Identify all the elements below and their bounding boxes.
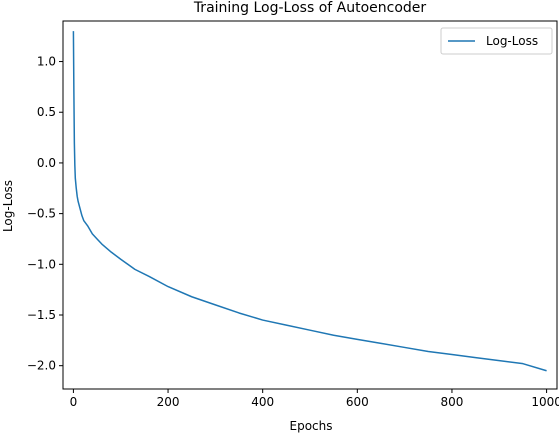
x-axis-label: Epochs [290, 419, 333, 433]
series-layer [72, 31, 547, 372]
x-tick-label: 0 [70, 395, 78, 409]
y-tick-label: −2.0 [27, 359, 56, 373]
legend: Log-Loss [440, 27, 553, 55]
y-tick-label: −1.0 [27, 257, 56, 271]
x-axis-ticks: 0 200 400 600 800 1000 [70, 389, 559, 409]
series-line-log-loss [72, 31, 547, 372]
x-tick-label: 800 [441, 395, 464, 409]
y-tick-label: 0.5 [37, 105, 56, 119]
x-tick-label: 400 [251, 395, 274, 409]
y-tick-label: −1.5 [27, 308, 56, 322]
y-axis-label: Log-Loss [1, 180, 15, 232]
y-tick-label: 0.0 [37, 156, 56, 170]
legend-label: Log-Loss [486, 34, 538, 48]
legend-box [440, 27, 553, 55]
plot-frame [62, 20, 558, 390]
x-tick-label: 1000 [531, 395, 559, 409]
chart-title: Training Log-Loss of Autoencoder [193, 0, 427, 16]
y-tick-label: 1.0 [37, 55, 56, 69]
x-tick-label: 200 [157, 395, 180, 409]
x-tick-label: 600 [346, 395, 369, 409]
y-axis-ticks: −2.0 −1.5 −1.0 −0.5 0.0 0.5 1.0 [27, 55, 63, 373]
y-tick-label: −0.5 [27, 207, 56, 221]
